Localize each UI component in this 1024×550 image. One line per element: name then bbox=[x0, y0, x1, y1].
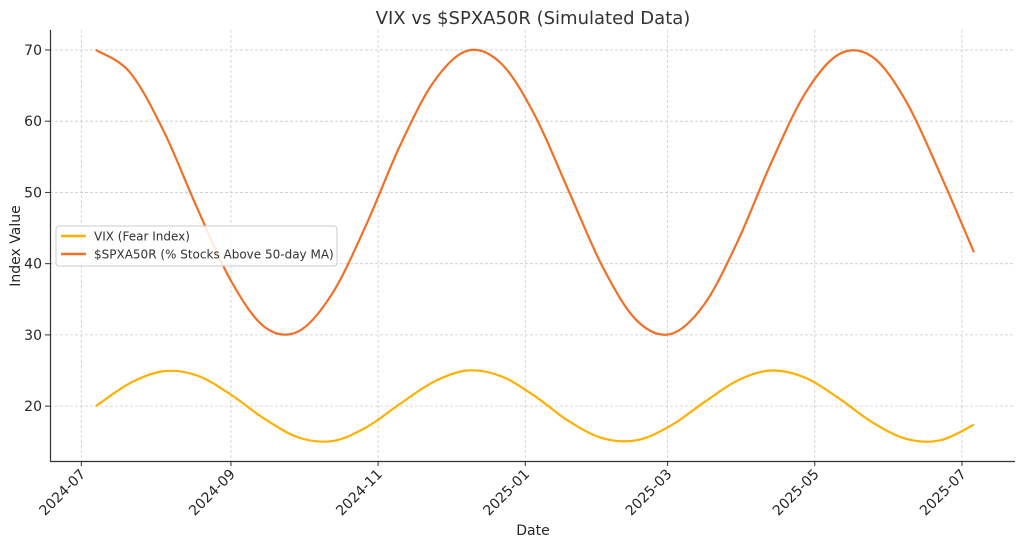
ticks: 2024-07 2024-09 2024-11 2025-01 2025-03 2025-… bbox=[24, 43, 970, 519]
series-lines bbox=[95, 48, 975, 443]
x-tick-label: 2025-03 bbox=[623, 467, 676, 520]
spxa50r-line bbox=[95, 48, 975, 336]
y-tick-label: 40 bbox=[24, 257, 42, 273]
x-axis-label: Date bbox=[516, 523, 549, 539]
axes bbox=[49, 30, 1015, 463]
legend: VIX (Fear Index) $SPXA50R (% Stocks Abov… bbox=[55, 225, 338, 267]
legend-box bbox=[55, 225, 338, 267]
legend-label-spxa50r: $SPXA50R (% Stocks Above 50-day MA) bbox=[94, 248, 334, 262]
x-tick-label: 2025-05 bbox=[770, 467, 823, 520]
x-tick-label: 2025-07 bbox=[917, 467, 970, 520]
y-tick-label: 60 bbox=[24, 114, 42, 130]
legend-label-vix: VIX (Fear Index) bbox=[94, 230, 190, 244]
x-tick-label: 2025-01 bbox=[480, 467, 533, 520]
y-tick-label: 30 bbox=[24, 328, 42, 344]
y-tick-label: 50 bbox=[24, 185, 42, 201]
y-axis-label: Index Value bbox=[8, 205, 24, 286]
x-tick-label: 2024-09 bbox=[186, 467, 239, 520]
x-tick-label: 2024-07 bbox=[37, 467, 90, 520]
vix-line bbox=[95, 369, 975, 443]
x-tick-label: 2024-11 bbox=[333, 467, 386, 520]
y-tick-label: 70 bbox=[24, 43, 42, 59]
y-tick-label: 20 bbox=[24, 399, 42, 415]
chart-title: VIX vs $SPXA50R (Simulated Data) bbox=[376, 8, 691, 29]
